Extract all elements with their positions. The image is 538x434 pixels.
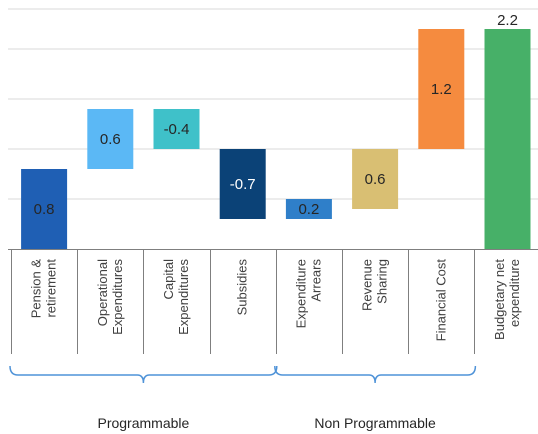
tick-label-line: Arrears	[308, 259, 323, 302]
tick-label-line: Financial Cost	[433, 259, 448, 342]
group-label: Programmable	[97, 415, 189, 431]
tick-label-line: Expenditures	[110, 259, 125, 335]
tick-label-line: Expenditure	[293, 259, 308, 328]
tick-label: Revenue Sharing	[360, 259, 390, 311]
tick-label: Financial Cost	[433, 259, 448, 342]
data-label: 2.2	[497, 12, 518, 29]
tick-label-line: Subsidies	[235, 259, 250, 316]
tick-label: Subsidies	[235, 259, 250, 316]
bar	[87, 109, 134, 169]
data-label: 0.8	[34, 201, 55, 218]
tick-label-line: Budgetary net	[492, 259, 507, 340]
tick-label-line: Sharing	[375, 259, 390, 304]
tick-label-line: Capital	[161, 259, 176, 300]
tick-label: Operational Expenditures	[95, 259, 125, 335]
bars: 0.8 0.6 -0.4 -0.7 0.2 0.6 1.2 2.2	[21, 12, 531, 249]
data-label: 0.6	[365, 171, 386, 188]
bar	[352, 149, 399, 209]
data-label: 0.2	[298, 201, 319, 218]
bar	[484, 29, 531, 249]
tick-label-line: Pension &	[29, 259, 44, 319]
group-braces: Programmable Non Programmable	[9, 365, 477, 431]
data-label: 0.6	[100, 131, 121, 148]
tick-label: Budgetary net expenditure	[492, 259, 522, 340]
tick-label-line: Expenditures	[176, 259, 191, 335]
tick-label-line: Operational	[95, 259, 110, 326]
group-brace	[9, 365, 278, 384]
data-label: -0.7	[230, 176, 256, 193]
bar	[285, 199, 332, 219]
group-brace	[274, 365, 477, 384]
bar	[153, 109, 200, 149]
x-axis	[8, 249, 538, 354]
tick-label: Pension & retirement	[29, 259, 59, 319]
tick-label-line: Revenue	[360, 259, 375, 311]
bar	[418, 29, 465, 149]
tick-label: Expenditure Arrears	[293, 259, 323, 329]
bar	[219, 149, 266, 219]
tick-label: Capital Expenditures	[161, 259, 191, 335]
data-label: 1.2	[431, 81, 452, 98]
category-labels: Pension & retirement Operational Expenditur…	[29, 259, 522, 342]
tick-label-line: retirement	[44, 259, 59, 318]
tick-label-line: expenditure	[507, 259, 522, 327]
data-label: -0.4	[164, 121, 190, 138]
bar	[21, 169, 68, 249]
group-label: Non Programmable	[314, 415, 436, 431]
